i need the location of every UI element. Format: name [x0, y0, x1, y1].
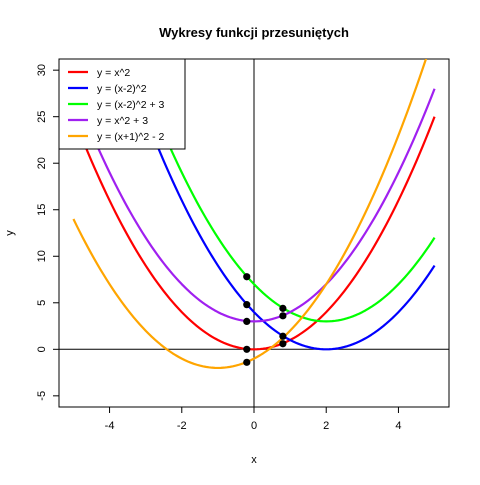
series-line-5 — [72, 59, 428, 370]
x-tick-label: -4 — [105, 420, 115, 432]
y-tick-label: 15 — [36, 204, 48, 216]
y-axis: -5 0 5 10 15 20 25 30 — [36, 64, 59, 401]
y-tick-label: 5 — [36, 300, 48, 306]
x-axis: -4 -2 0 2 4 — [105, 407, 402, 432]
marked-point-2 — [243, 301, 251, 309]
marked-point-1 — [243, 273, 251, 281]
legend: y = x^2 y = (x-2)^2 y = (x-2)^2 + 3 y = x^2… — [58, 58, 186, 150]
x-tick-label: 0 — [251, 420, 257, 432]
y-tick-label: 30 — [36, 64, 48, 76]
y-tick-label: 10 — [36, 250, 48, 262]
marked-point-3 — [243, 317, 251, 325]
series-line-4 — [72, 88, 436, 323]
legend-label-1: y = x^2 — [97, 67, 130, 79]
x-tick-label: -2 — [177, 420, 187, 432]
series-line-3 — [133, 59, 436, 323]
series-line-1 — [72, 116, 436, 351]
legend-label-4: y = x^2 + 3 — [97, 115, 148, 127]
marked-point-6 — [279, 304, 287, 312]
x-tick-label: 4 — [395, 420, 401, 432]
marked-point-7 — [279, 312, 287, 320]
chart-title: Wykresy funkcji przesuniętych — [159, 25, 349, 40]
y-axis-label: y — [4, 230, 16, 236]
marked-point-9 — [279, 340, 287, 348]
legend-label-3: y = (x-2)^2 + 3 — [97, 99, 165, 111]
legend-label-5: y = (x+1)^2 - 2 — [97, 131, 165, 143]
marked-points — [243, 273, 287, 366]
legend-label-2: y = (x-2)^2 — [97, 83, 147, 95]
y-tick-label: 0 — [36, 346, 48, 352]
marked-point-4 — [243, 345, 251, 353]
marked-point-5 — [243, 358, 251, 366]
marked-point-8 — [279, 332, 287, 340]
x-axis-label: x — [251, 454, 257, 466]
y-tick-label: -5 — [36, 391, 48, 401]
x-tick-label: 2 — [323, 420, 329, 432]
y-tick-label: 20 — [36, 157, 48, 169]
y-tick-label: 25 — [36, 111, 48, 123]
